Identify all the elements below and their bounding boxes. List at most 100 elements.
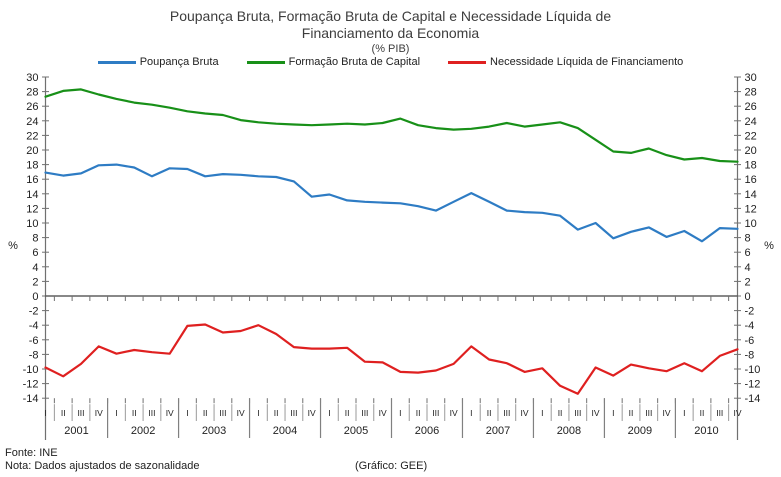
svg-text:14: 14 [745, 189, 757, 201]
legend-line-swatch-green [246, 60, 285, 64]
svg-text:2007: 2007 [486, 425, 510, 437]
svg-text:20: 20 [745, 145, 757, 157]
svg-text:II: II [487, 408, 492, 418]
legend-label-formacao-bruta-capital: Formação Bruta de Capital [288, 56, 421, 68]
svg-text:II: II [345, 408, 350, 418]
chart-title-line2: Financiamento da Economia [301, 25, 480, 41]
svg-text:IV: IV [733, 408, 741, 418]
svg-text:2002: 2002 [131, 425, 155, 437]
svg-text:-2: -2 [745, 306, 755, 318]
legend-line-swatch-red [448, 60, 487, 64]
footer-note: Nota: Dados ajustados de sazonalidade [5, 460, 200, 472]
legend: Poupança Bruta Formação Bruta de Capital… [0, 56, 781, 68]
svg-text:III: III [503, 408, 510, 418]
svg-text:III: III [148, 408, 155, 418]
chart-subtitle: (% PIB) [371, 43, 410, 55]
svg-text:16: 16 [745, 174, 757, 186]
svg-text:III: III [77, 408, 84, 418]
svg-text:I: I [328, 408, 330, 418]
svg-text:2009: 2009 [628, 425, 652, 437]
svg-text:2003: 2003 [202, 425, 226, 437]
svg-text:10: 10 [26, 218, 38, 230]
y-axis-unit-left: % [8, 240, 18, 252]
svg-text:II: II [61, 408, 66, 418]
svg-text:I: I [683, 408, 685, 418]
svg-text:IV: IV [663, 408, 671, 418]
svg-text:8: 8 [745, 233, 751, 245]
svg-text:IV: IV [450, 408, 458, 418]
svg-text:12: 12 [745, 203, 757, 215]
svg-text:4: 4 [745, 262, 751, 274]
svg-text:III: III [432, 408, 439, 418]
svg-text:22: 22 [26, 130, 38, 142]
series-line-2 [44, 323, 739, 395]
svg-text:-14: -14 [23, 393, 39, 405]
svg-text:28: 28 [26, 87, 38, 99]
svg-text:II: II [416, 408, 421, 418]
svg-text:II: II [274, 408, 279, 418]
svg-text:2010: 2010 [694, 425, 718, 437]
y-axis-unit-right: % [764, 240, 774, 252]
svg-text:24: 24 [745, 116, 757, 128]
svg-text:2004: 2004 [273, 425, 297, 437]
y-axes [44, 77, 739, 440]
svg-text:I: I [541, 408, 543, 418]
svg-text:IV: IV [592, 408, 600, 418]
footer-credit: (Gráfico: GEE) [355, 460, 428, 472]
svg-text:16: 16 [26, 174, 38, 186]
svg-text:0: 0 [32, 291, 38, 303]
svg-text:0: 0 [745, 291, 751, 303]
legend-item-poupanca-bruta: Poupança Bruta [97, 56, 219, 68]
svg-text:8: 8 [32, 233, 38, 245]
svg-text:2001: 2001 [64, 425, 88, 437]
series-line-0 [44, 163, 739, 243]
svg-text:IV: IV [237, 408, 245, 418]
svg-text:-4: -4 [745, 320, 755, 332]
x-separators [53, 398, 730, 438]
svg-text:-12: -12 [745, 379, 761, 391]
legend-label-poupanca-bruta: Poupança Bruta [139, 56, 219, 68]
svg-text:II: II [203, 408, 208, 418]
svg-text:II: II [700, 408, 705, 418]
svg-text:26: 26 [745, 101, 757, 113]
svg-text:2: 2 [745, 276, 751, 288]
svg-text:III: III [290, 408, 297, 418]
chart-title-line1: Poupança Bruta, Formação Bruta de Capita… [169, 8, 612, 24]
legend-line-swatch-blue [97, 60, 136, 64]
svg-text:2: 2 [32, 276, 38, 288]
svg-text:III: III [574, 408, 581, 418]
svg-text:I: I [186, 408, 188, 418]
svg-text:-14: -14 [745, 393, 761, 405]
svg-text:III: III [716, 408, 723, 418]
legend-item-formacao-bruta-capital: Formação Bruta de Capital [246, 56, 421, 68]
svg-text:-6: -6 [745, 335, 755, 347]
svg-text:I: I [612, 408, 614, 418]
svg-text:-2: -2 [29, 306, 39, 318]
svg-text:4: 4 [32, 262, 38, 274]
svg-text:I: I [470, 408, 472, 418]
svg-text:II: II [558, 408, 563, 418]
svg-text:-8: -8 [745, 349, 755, 361]
svg-text:30: 30 [745, 72, 757, 84]
footer-source: Fonte: INE [5, 447, 58, 459]
svg-text:III: III [219, 408, 226, 418]
svg-text:I: I [399, 408, 401, 418]
svg-text:III: III [361, 408, 368, 418]
svg-text:26: 26 [26, 101, 38, 113]
svg-text:18: 18 [745, 160, 757, 172]
svg-text:-4: -4 [29, 320, 39, 332]
svg-text:22: 22 [745, 130, 757, 142]
svg-text:-8: -8 [29, 349, 39, 361]
svg-text:6: 6 [32, 247, 38, 259]
svg-text:-6: -6 [29, 335, 39, 347]
svg-text:18: 18 [26, 160, 38, 172]
svg-text:IV: IV [379, 408, 387, 418]
svg-text:IV: IV [166, 408, 174, 418]
svg-text:I: I [44, 408, 46, 418]
x-quarter-labels: I II III IV I II III IV I II III IV I II III IV I II III IV… [44, 408, 742, 418]
svg-text:II: II [132, 408, 137, 418]
svg-text:I: I [257, 408, 259, 418]
